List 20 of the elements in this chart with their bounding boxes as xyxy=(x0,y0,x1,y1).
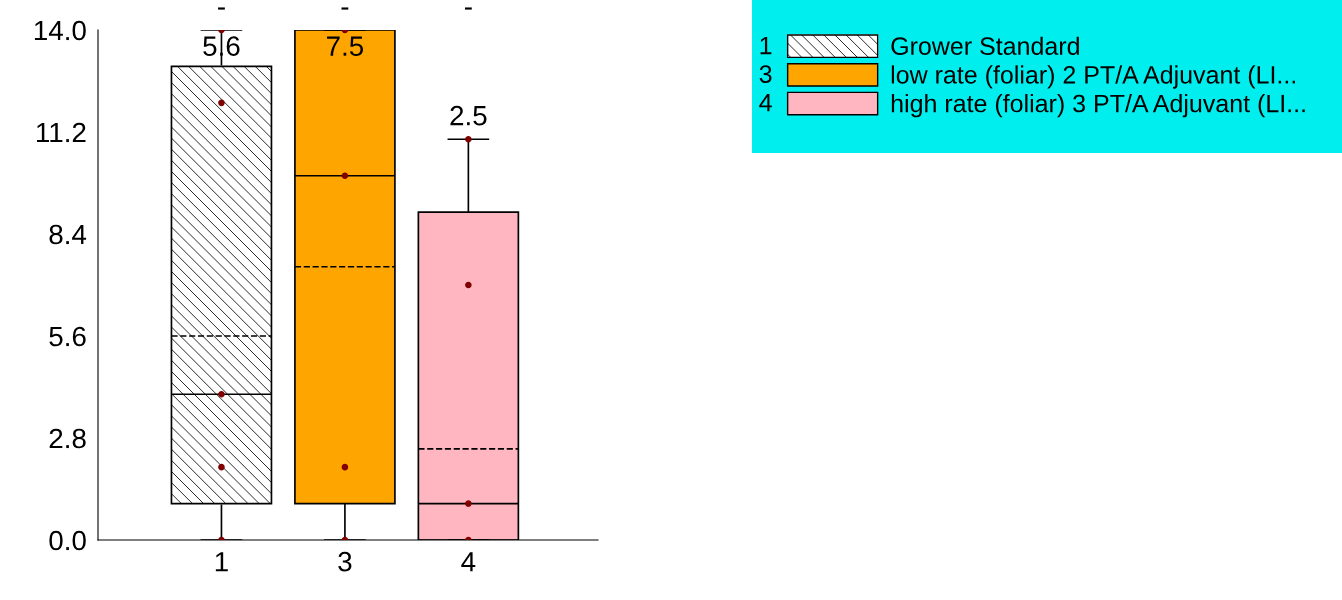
y-tick-label: 5.6 xyxy=(49,326,86,347)
y-tick-label: 11.2 xyxy=(37,122,86,143)
x-tick-label: 1 xyxy=(215,552,228,572)
y-tick-label: 2.8 xyxy=(49,428,86,449)
y-tick-label: 14.0 xyxy=(34,20,86,41)
text: 7.5 xyxy=(327,36,364,56)
legend-label: low rate (foliar) 2 PT/A Adjuvant (LI... xyxy=(891,65,1295,89)
category-label: 3 xyxy=(759,65,772,83)
y-tick-label: 8.4 xyxy=(49,224,87,245)
text: - xyxy=(341,7,349,10)
x-tick-label: 4 xyxy=(461,552,476,572)
text: - xyxy=(464,7,472,10)
y-tick-label: 0.0 xyxy=(49,530,86,551)
text: 2.5 xyxy=(450,105,487,126)
text: - xyxy=(218,7,225,10)
category-label: 4 xyxy=(759,94,772,112)
x-tick-label: 3 xyxy=(338,551,352,572)
category-label: 1 xyxy=(760,37,772,55)
legend-label: Grower Standard xyxy=(891,36,1079,55)
legend-label: high rate (foliar) 3 PT/A Adjuvant (LI... xyxy=(891,94,1305,118)
